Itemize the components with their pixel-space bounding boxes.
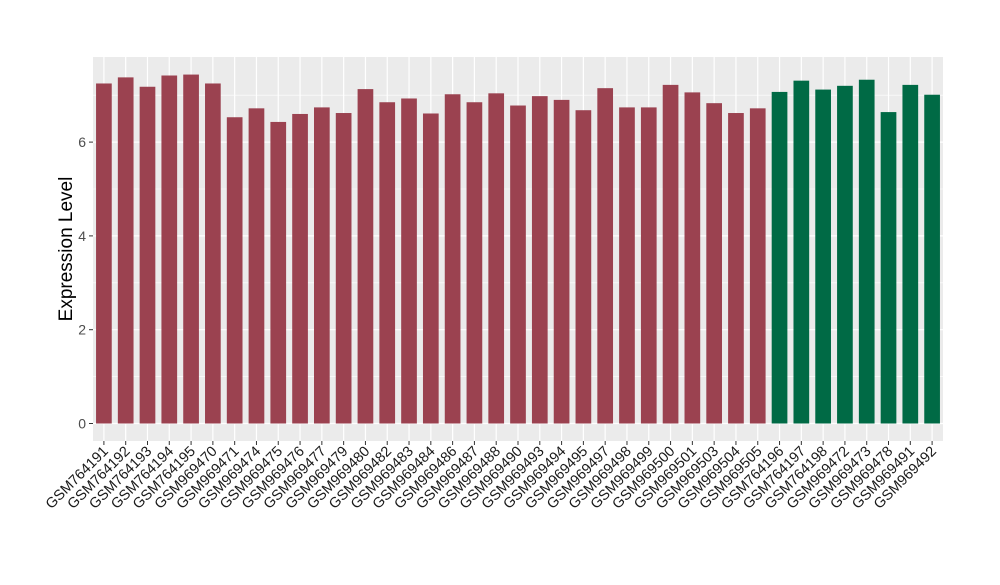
bar-GSM969479 xyxy=(335,113,352,424)
bar-GSM969488 xyxy=(488,93,505,424)
bar-GSM969474 xyxy=(248,108,265,424)
bar-GSM969493 xyxy=(531,96,548,424)
y-tick-label: 0 xyxy=(78,416,86,432)
y-tick-label: 6 xyxy=(78,134,86,150)
bar-GSM969491 xyxy=(902,84,919,424)
bar-GSM969470 xyxy=(205,83,221,424)
bar-GSM764192 xyxy=(117,77,134,424)
bar-GSM969501 xyxy=(684,92,701,424)
bar-GSM969471 xyxy=(226,117,243,424)
bar-GSM969482 xyxy=(379,102,396,424)
y-tick-label: 2 xyxy=(78,322,86,338)
bar-GSM969505 xyxy=(749,108,766,424)
bar-GSM969476 xyxy=(292,113,308,424)
bar-GSM764193 xyxy=(139,86,156,424)
bar-GSM764197 xyxy=(793,80,810,424)
bar-GSM969490 xyxy=(510,105,526,424)
bar-GSM969486 xyxy=(444,94,461,424)
bar-GSM969487 xyxy=(466,102,483,424)
bar-GSM969492 xyxy=(924,94,940,424)
x-axis: GSM764191GSM764192GSM764193GSM764194GSM7… xyxy=(43,441,940,512)
bar-GSM969503 xyxy=(706,103,722,424)
bar-GSM969495 xyxy=(575,110,592,424)
y-tick-label: 4 xyxy=(78,228,86,244)
bar-GSM764194 xyxy=(161,75,178,424)
bar-GSM969484 xyxy=(422,113,439,424)
bar-GSM969477 xyxy=(314,107,330,424)
y-axis-label: Expression Level xyxy=(56,177,77,322)
bar-GSM969498 xyxy=(619,107,635,424)
bar-GSM969499 xyxy=(640,107,657,424)
bar-GSM764195 xyxy=(183,74,199,424)
bar-GSM969483 xyxy=(401,98,417,424)
bars xyxy=(96,74,940,424)
bar-GSM969473 xyxy=(858,79,875,424)
bar-GSM969480 xyxy=(357,89,374,424)
y-axis: 0 2 4 6 xyxy=(78,134,93,432)
bar-GSM969500 xyxy=(662,84,679,424)
bar-GSM969494 xyxy=(553,99,570,424)
bar-GSM969504 xyxy=(728,113,744,424)
bar-GSM764196 xyxy=(771,91,788,424)
bar-GSM969475 xyxy=(270,121,287,424)
bar-GSM764198 xyxy=(815,89,831,424)
bar-GSM969472 xyxy=(837,85,853,424)
bar-GSM764191 xyxy=(96,83,112,424)
bar-GSM969497 xyxy=(597,88,614,424)
bar-GSM969478 xyxy=(880,112,897,424)
